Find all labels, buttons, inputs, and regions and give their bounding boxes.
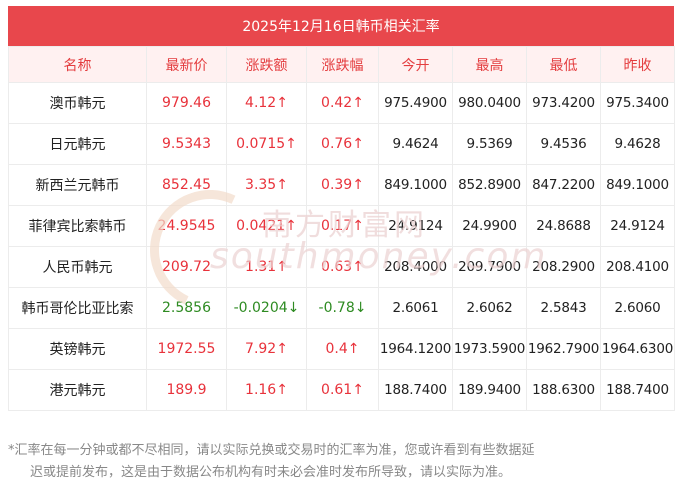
exchange-rate-table: 名称 最新价 涨跌额 涨跌幅 今开 最高 最低 昨收 澳币韩元 979.46 4.1…	[8, 46, 675, 411]
cell-change: 3.35↑	[226, 164, 307, 206]
cell-open: 24.9124	[378, 205, 453, 247]
cell-latest: 852.45	[146, 164, 227, 206]
cell-prev-close: 208.4100	[600, 246, 675, 288]
cell-name: 人民币韩元	[8, 246, 147, 288]
cell-prev-close: 9.4628	[600, 123, 675, 165]
cell-low: 2.5843	[526, 287, 601, 329]
table-title: 2025年12月16日韩币相关汇率	[8, 6, 674, 46]
cell-open: 188.7400	[378, 369, 453, 411]
cell-change-pct: -0.78↓	[306, 287, 379, 329]
cell-high: 24.9900	[452, 205, 527, 247]
col-header-latest: 最新价	[146, 46, 227, 83]
cell-prev-close: 2.6060	[600, 287, 675, 329]
footnote: *汇率在每一分钟或都不尽相同，请以实际兑换或交易时的汇率为准，您或许看到有些数据…	[8, 440, 674, 484]
cell-name: 澳币韩元	[8, 82, 147, 124]
col-header-open: 今开	[378, 46, 453, 83]
cell-change: 4.12↑	[226, 82, 307, 124]
cell-high: 980.0400	[452, 82, 527, 124]
cell-change: -0.0204↓	[226, 287, 307, 329]
cell-prev-close: 975.3400	[600, 82, 675, 124]
col-header-change-pct: 涨跌幅	[306, 46, 379, 83]
cell-latest: 189.9	[146, 369, 227, 411]
cell-change: 1.16↑	[226, 369, 307, 411]
cell-change-pct: 0.63↑	[306, 246, 379, 288]
cell-high: 9.5369	[452, 123, 527, 165]
table-row: 人民币韩元 209.72 1.31↑ 0.63↑ 208.4000 209.7900 208…	[8, 246, 675, 288]
cell-change: 0.0715↑	[226, 123, 307, 165]
cell-change-pct: 0.61↑	[306, 369, 379, 411]
cell-change-pct: 0.39↑	[306, 164, 379, 206]
cell-low: 973.4200	[526, 82, 601, 124]
cell-name: 韩币哥伦比亚比索	[8, 287, 147, 329]
cell-low: 24.8688	[526, 205, 601, 247]
col-header-change: 涨跌额	[226, 46, 307, 83]
cell-high: 1973.5900	[452, 328, 527, 370]
cell-change: 1.31↑	[226, 246, 307, 288]
col-header-name: 名称	[8, 46, 147, 83]
cell-name: 港元韩元	[8, 369, 147, 411]
cell-name: 菲律宾比索韩币	[8, 205, 147, 247]
cell-change: 7.92↑	[226, 328, 307, 370]
cell-open: 2.6061	[378, 287, 453, 329]
cell-high: 852.8900	[452, 164, 527, 206]
cell-change-pct: 0.17↑	[306, 205, 379, 247]
footnote-line-1: *汇率在每一分钟或都不尽相同，请以实际兑换或交易时的汇率为准，您或许看到有些数据…	[8, 443, 535, 458]
cell-name: 英镑韩元	[8, 328, 147, 370]
table-row: 菲律宾比索韩币 24.9545 0.0421↑ 0.17↑ 24.9124 24.9900…	[8, 205, 675, 247]
table-row: 港元韩元 189.9 1.16↑ 0.61↑ 188.7400 189.9400 188.6…	[8, 369, 675, 411]
cell-open: 208.4000	[378, 246, 453, 288]
cell-open: 9.4624	[378, 123, 453, 165]
cell-low: 9.4536	[526, 123, 601, 165]
cell-latest: 24.9545	[146, 205, 227, 247]
cell-name: 新西兰元韩币	[8, 164, 147, 206]
table-row: 英镑韩元 1972.55 7.92↑ 0.4↑ 1964.1200 1973.5900 19…	[8, 328, 675, 370]
cell-latest: 209.72	[146, 246, 227, 288]
cell-low: 847.2200	[526, 164, 601, 206]
cell-latest: 9.5343	[146, 123, 227, 165]
table-row: 新西兰元韩币 852.45 3.35↑ 0.39↑ 849.1000 852.8900 84…	[8, 164, 675, 206]
cell-change-pct: 0.76↑	[306, 123, 379, 165]
cell-change: 0.0421↑	[226, 205, 307, 247]
cell-change-pct: 0.42↑	[306, 82, 379, 124]
cell-high: 209.7900	[452, 246, 527, 288]
table-row: 日元韩元 9.5343 0.0715↑ 0.76↑ 9.4624 9.5369 9.4536…	[8, 123, 675, 165]
footnote-line-2: 迟或提前发布，这是由于数据公布机构有时未必会准时发布所导致，请以实际为准。	[30, 465, 512, 480]
col-header-prev-close: 昨收	[600, 46, 675, 83]
cell-high: 2.6062	[452, 287, 527, 329]
rate-table-container: 2025年12月16日韩币相关汇率 名称 最新价 涨跌额 涨跌幅 今开 最高 最…	[8, 6, 675, 411]
cell-low: 208.2900	[526, 246, 601, 288]
cell-latest: 2.5856	[146, 287, 227, 329]
col-header-high: 最高	[452, 46, 527, 83]
cell-prev-close: 188.7400	[600, 369, 675, 411]
cell-name: 日元韩元	[8, 123, 147, 165]
cell-prev-close: 1964.6300	[600, 328, 675, 370]
cell-open: 975.4900	[378, 82, 453, 124]
col-header-low: 最低	[526, 46, 601, 83]
cell-open: 1964.1200	[378, 328, 453, 370]
cell-high: 189.9400	[452, 369, 527, 411]
cell-low: 1962.7900	[526, 328, 601, 370]
table-row: 澳币韩元 979.46 4.12↑ 0.42↑ 975.4900 980.0400 973.…	[8, 82, 675, 124]
cell-latest: 979.46	[146, 82, 227, 124]
cell-open: 849.1000	[378, 164, 453, 206]
table-row: 韩币哥伦比亚比索 2.5856 -0.0204↓ -0.78↓ 2.6061 2.6062…	[8, 287, 675, 329]
cell-prev-close: 849.1000	[600, 164, 675, 206]
cell-change-pct: 0.4↑	[306, 328, 379, 370]
cell-prev-close: 24.9124	[600, 205, 675, 247]
cell-latest: 1972.55	[146, 328, 227, 370]
cell-low: 188.6300	[526, 369, 601, 411]
table-header-row: 名称 最新价 涨跌额 涨跌幅 今开 最高 最低 昨收	[8, 46, 675, 83]
